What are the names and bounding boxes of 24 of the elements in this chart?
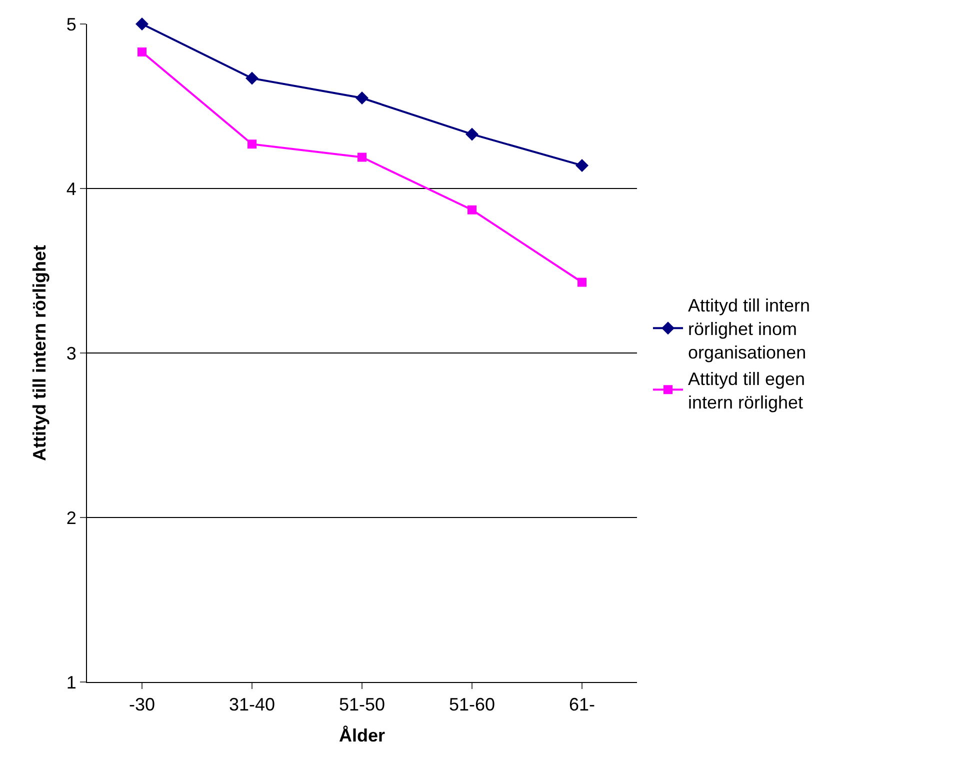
y-tick-label: 1 bbox=[66, 672, 76, 692]
point bbox=[138, 47, 146, 56]
legend-label: Attityd till egen intern rörlighet bbox=[688, 368, 806, 412]
x-tick-label: 51-50 bbox=[338, 694, 386, 715]
point bbox=[136, 18, 148, 30]
point bbox=[358, 152, 366, 162]
point bbox=[578, 278, 586, 287]
point bbox=[246, 72, 258, 85]
y-tick-label: 5 bbox=[66, 14, 76, 34]
point bbox=[468, 205, 476, 214]
x-tick-label: 51-60 bbox=[448, 694, 496, 715]
x-tick-label: -30 bbox=[128, 694, 156, 715]
y-axis-title: Attityd till intern rörlighet bbox=[30, 245, 50, 461]
point bbox=[466, 128, 478, 141]
x-axis-title: Ålder bbox=[338, 726, 386, 746]
point bbox=[248, 140, 256, 149]
y-tick-label: 4 bbox=[66, 178, 76, 199]
y-tick-label: 3 bbox=[66, 343, 76, 364]
y-tick-label: 2 bbox=[66, 508, 76, 528]
x-tick-label: 61- bbox=[568, 694, 596, 715]
legend-label: Attityd till intern rörlighet inom organisationen bbox=[688, 296, 810, 363]
point bbox=[576, 158, 588, 172]
x-tick-label: 31-40 bbox=[228, 694, 276, 715]
point bbox=[356, 92, 368, 105]
